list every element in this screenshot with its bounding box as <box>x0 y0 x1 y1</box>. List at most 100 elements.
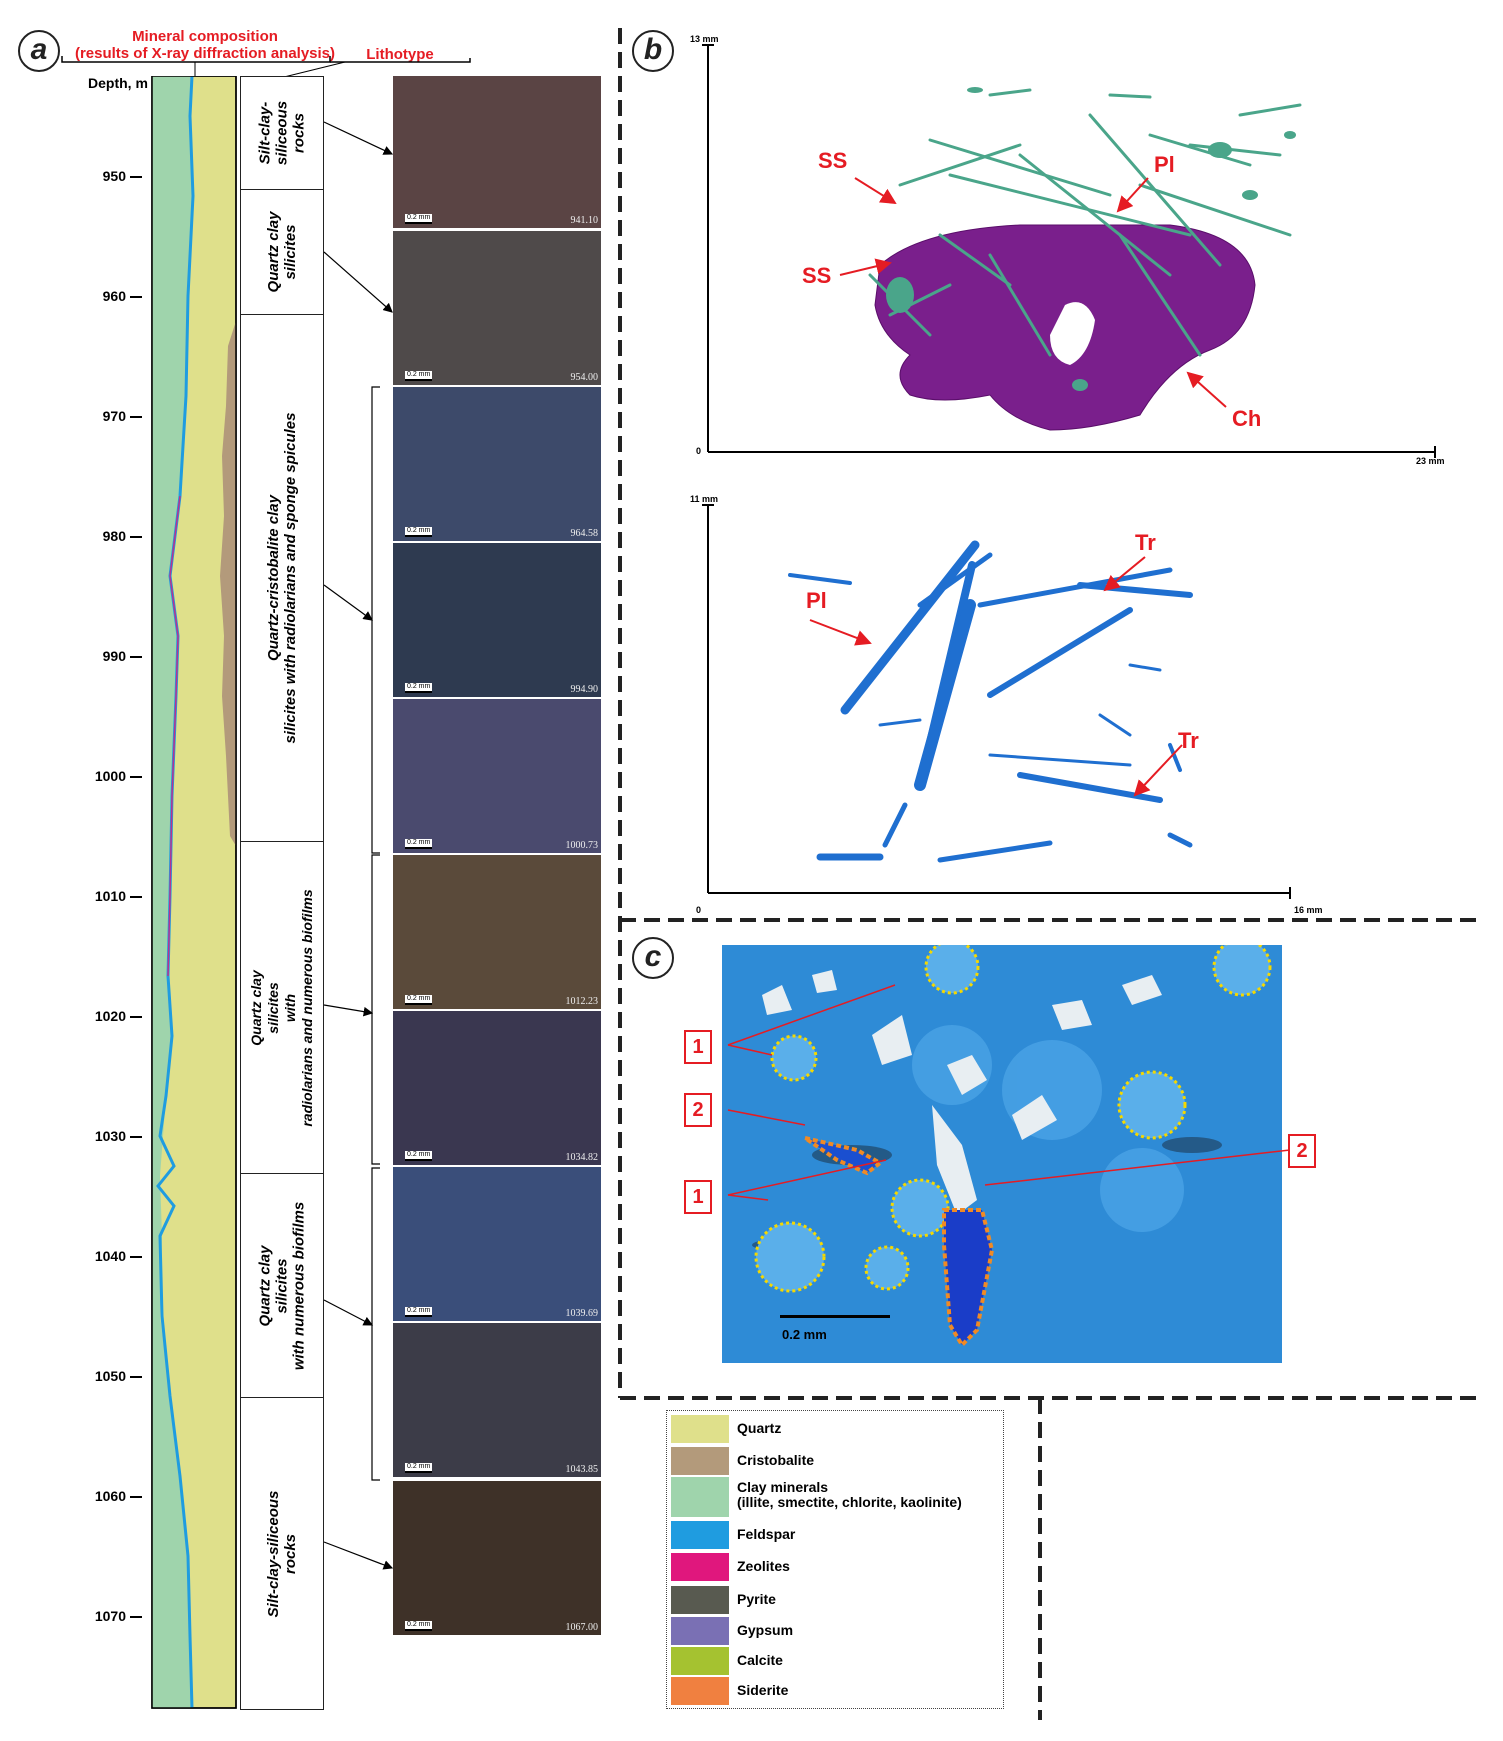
depth-tick-label: 1050 <box>94 1368 126 1384</box>
marker-2-box: 2 <box>684 1093 712 1127</box>
mineral-header-line1: Mineral composition <box>132 28 278 45</box>
scale-bar: 0.2 mm <box>405 1463 433 1473</box>
depth-tick-label: 1030 <box>94 1128 126 1144</box>
legend-label: Pyrite <box>737 1591 776 1607</box>
sample-depth: 1039.69 <box>565 1308 599 1319</box>
scale-bar: 0.2 mm <box>405 214 433 224</box>
photomicrograph: 0.2 mm 1000.73 <box>393 699 601 853</box>
depth-tick-mark <box>130 1256 142 1258</box>
sample-depth: 1067.00 <box>565 1622 599 1633</box>
depth-tick-mark <box>130 416 142 418</box>
legend-swatch <box>671 1586 729 1614</box>
label-ss: SS <box>818 148 848 173</box>
depth-tick-label: 1070 <box>94 1608 126 1624</box>
depth-tick-label: 1000 <box>94 768 126 784</box>
legend-row-clay-minerals: Clay minerals (illite, smectite, chlorit… <box>671 1477 1001 1517</box>
photomicrograph: 0.2 mm 941.10 <box>393 76 601 228</box>
legend-row-calcite: Calcite <box>671 1647 1001 1675</box>
lithotype-header: Lithotype <box>366 46 434 63</box>
legend-label: Gypsum <box>737 1622 794 1638</box>
depth-tick-mark <box>130 776 142 778</box>
marker-2-box: 2 <box>1288 1134 1316 1168</box>
photomicrograph: 0.2 mm 1012.23 <box>393 855 601 1009</box>
photomicrograph: 0.2 mm 964.58 <box>393 387 601 541</box>
depth-tick-mark <box>130 1496 142 1498</box>
lithotype-box: Quartz clay silicites <box>240 189 324 315</box>
scale-bar: 0.2 mm <box>405 371 433 381</box>
depth-tick-label: 1060 <box>94 1488 126 1504</box>
depth-tick-label: 990 <box>102 648 126 664</box>
mineral-composition-header: Mineral composition (results of X-ray di… <box>55 28 355 62</box>
depth-tick-mark <box>130 1016 142 1018</box>
legend-label: Siderite <box>737 1682 789 1698</box>
legend-row-zeolites: Zeolites <box>671 1553 1001 1581</box>
legend-swatch <box>671 1415 729 1443</box>
photomicrograph: 0.2 mm 1039.69 <box>393 1167 601 1321</box>
legend-swatch <box>671 1677 729 1705</box>
sample-depth: 964.58 <box>570 528 599 539</box>
mineral-header-line2: (results of X-ray diffraction analysis) <box>74 45 336 62</box>
legend-label: Cristobalite <box>737 1452 815 1468</box>
panel-b-letter: b <box>632 30 674 72</box>
zeolites-line <box>167 495 181 977</box>
clay-minerals-area <box>152 76 193 1708</box>
scale-bar: 0.2 mm <box>405 683 433 693</box>
photomicrograph: 0.2 mm 1034.82 <box>393 1011 601 1165</box>
depth-tick-label: 1010 <box>94 888 126 904</box>
photomicrograph: 0.2 mm 1043.85 <box>393 1323 601 1477</box>
top-plot-ymax-label: 13 mm <box>690 34 719 44</box>
depth-tick-mark <box>130 896 142 898</box>
biofilm-markers <box>803 1136 995 1349</box>
sample-depth: 994.90 <box>570 684 599 695</box>
lithotype-box: Silt-clay- siliceous rocks <box>240 76 324 190</box>
header-brackets <box>61 56 471 79</box>
sponge-spicules <box>868 88 1302 357</box>
trace-fossils-blue <box>788 540 1193 863</box>
legend-row-feldspar: Feldspar <box>671 1521 1001 1549</box>
depth-header: Depth, m <box>88 75 148 91</box>
sample-depth: 1000.73 <box>565 840 599 851</box>
label-ch: Ch <box>1232 406 1262 431</box>
thin-section-image <box>722 945 1282 1363</box>
depth-tick-mark <box>130 1376 142 1378</box>
depth-tick-mark <box>130 1136 142 1138</box>
scale-bar: 0.2 mm <box>405 1621 433 1631</box>
marker-1-box: 1 <box>684 1030 712 1064</box>
scale-bar: 0.2 mm <box>405 527 433 537</box>
cristobalite-area <box>220 321 236 846</box>
feldspar-line <box>156 76 195 1709</box>
legend-swatch <box>671 1477 729 1517</box>
legend-label: Calcite <box>737 1652 783 1668</box>
scale-bar: 0.2 mm <box>405 1151 433 1161</box>
lithotype-box: Quartz clay silicites with radiolarians … <box>240 841 324 1174</box>
depth-tick-label: 950 <box>102 168 126 184</box>
sample-depth: 1043.85 <box>565 1464 599 1475</box>
depth-tick-label: 970 <box>102 408 126 424</box>
legend-row-cristobalite: Cristobalite <box>671 1447 1001 1475</box>
depth-tick-label: 1020 <box>94 1008 126 1024</box>
label-tr: Tr <box>1135 530 1156 555</box>
bottom-plot-origin-label: 0 <box>696 905 702 915</box>
lithotype-box: Quartz clay silicites with numerous biof… <box>240 1173 324 1398</box>
bottom-plot-arrows <box>809 556 1183 797</box>
depth-tick-mark <box>130 536 142 538</box>
panel-c-leader-lines <box>727 984 1291 1201</box>
panel-c-letter: c <box>632 937 674 979</box>
marker-1-box: 1 <box>684 1180 712 1214</box>
depth-tick-label: 980 <box>102 528 126 544</box>
sample-depth: 941.10 <box>570 215 599 226</box>
legend-swatch <box>671 1521 729 1549</box>
bottom-plot-ymax-label: 11 mm <box>690 494 719 504</box>
legend-swatch <box>671 1647 729 1675</box>
legend-label: Quartz <box>737 1420 782 1436</box>
legend-swatch <box>671 1553 729 1581</box>
legend-label: Zeolites <box>737 1558 790 1574</box>
scale-bar: 0.2 mm <box>405 995 433 1005</box>
panel-c-scale-label: 0.2 mm <box>782 1327 827 1342</box>
lithotype-box: Quartz-cristobalite clay silicites with … <box>240 314 324 842</box>
legend-label: Clay minerals (illite, smectite, chlorit… <box>737 1479 962 1510</box>
top-plot-arrows <box>839 177 1227 408</box>
depth-tick-mark <box>130 176 142 178</box>
top-plot-origin-label: 0 <box>696 446 702 456</box>
